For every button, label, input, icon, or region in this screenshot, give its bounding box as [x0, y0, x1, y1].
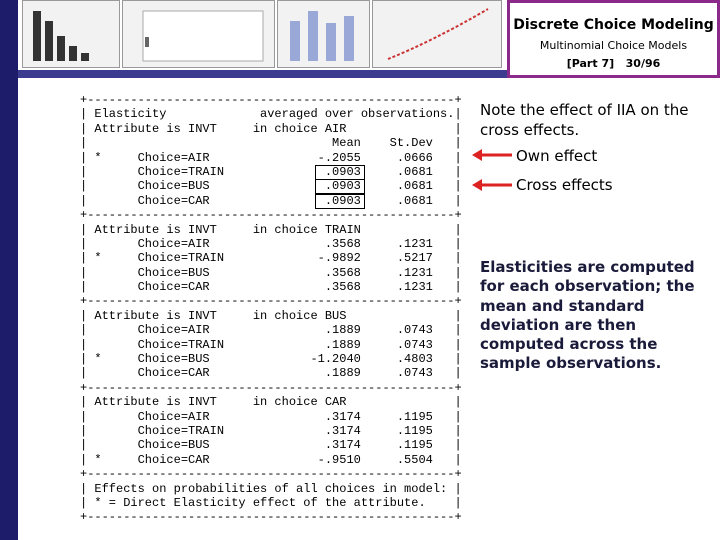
- output-line: +---------------------------------------…: [80, 208, 462, 223]
- output-line: | Choice=AIR .3568 .1231 |: [80, 236, 462, 251]
- output-line: | Choice=CAR .0903 .0681 |: [80, 193, 462, 208]
- output-line: | * Choice=AIR -.2055 .0666 |: [80, 150, 462, 165]
- thumbnail-graphic: [387, 8, 489, 60]
- output-line: | Effects on probabilities of all choice…: [80, 481, 462, 496]
- output-line: | Attribute is INVT in choice CAR |: [80, 395, 462, 410]
- thumbnail: [372, 0, 502, 68]
- output-line: | Choice=AIR .3174 .1195 |: [80, 409, 462, 424]
- thumbnail: [277, 0, 370, 68]
- output-line: | Attribute is INVT in choice AIR |: [80, 121, 462, 136]
- output-line: | Choice=AIR .1889 .0743 |: [80, 323, 462, 338]
- arrows: [472, 149, 512, 191]
- highlight-box: [315, 193, 365, 209]
- output-line: | Choice=BUS .3174 .1195 |: [80, 438, 462, 453]
- header-subtitle: Multinomial Choice Models: [539, 39, 688, 52]
- note-own-effect: Own effect: [516, 147, 598, 165]
- output-line: | Choice=TRAIN .1889 .0743 |: [80, 337, 462, 352]
- output-line: | Choice=CAR .3568 .1231 |: [80, 280, 462, 295]
- output-line: | Attribute is INVT in choice TRAIN |: [80, 222, 462, 237]
- output-line: | * = Direct Elasticity effect of the at…: [80, 495, 462, 510]
- output-line: | * Choice=TRAIN -.9892 .5217 |: [80, 251, 462, 266]
- output-line: +---------------------------------------…: [80, 93, 462, 107]
- output-line: +---------------------------------------…: [80, 380, 462, 395]
- thumbnail-graphic: [142, 10, 264, 62]
- output-line: | Choice=TRAIN .3174 .1195 |: [80, 423, 462, 438]
- highlight-box: [315, 165, 365, 180]
- model-output: +---------------------------------------…: [80, 93, 462, 525]
- output-line: +---------------------------------------…: [80, 294, 462, 309]
- side-stripe: [0, 0, 18, 540]
- note-cross-effects: Cross effects: [516, 176, 613, 194]
- output-line: | * Choice=BUS -1.2040 .4803 |: [80, 352, 462, 367]
- header-part: [Part 7] 30/96: [510, 57, 717, 70]
- thumbnail-graphic: [290, 11, 354, 61]
- header-title: Discrete Choice Modeling: [513, 17, 714, 33]
- thumbnail-graphic: [33, 11, 89, 61]
- output-line: | Choice=CAR .1889 .0743 |: [80, 366, 462, 381]
- output-line: | Attribute is INVT in choice BUS |: [80, 308, 462, 323]
- header-box: Discrete Choice Modeling Multinomial Cho…: [507, 0, 720, 78]
- output-line: | Choice=TRAIN .0903 .0681 |: [80, 164, 462, 179]
- output-line: | Elasticity averaged over observations.…: [80, 107, 462, 122]
- output-line: +---------------------------------------…: [80, 510, 462, 525]
- output-line: | Mean St.Dev |: [80, 136, 462, 151]
- part-label: [Part 7]: [566, 57, 615, 70]
- note-iia: Note the effect of IIA on the cross effe…: [480, 101, 689, 139]
- output-line: | Choice=BUS .0903 .0681 |: [80, 179, 462, 194]
- thumbnail: [22, 0, 120, 68]
- note-explanation: Elasticities are computed for each obser…: [480, 258, 695, 373]
- thumbnail: [122, 0, 275, 68]
- output-line: | Choice=BUS .3568 .1231 |: [80, 265, 462, 280]
- highlight-box: [315, 179, 365, 195]
- header-band: [18, 70, 508, 78]
- page-number: 30/96: [625, 57, 661, 70]
- output-line: | * Choice=CAR -.9510 .5504 |: [80, 452, 462, 467]
- output-line: +---------------------------------------…: [80, 467, 462, 482]
